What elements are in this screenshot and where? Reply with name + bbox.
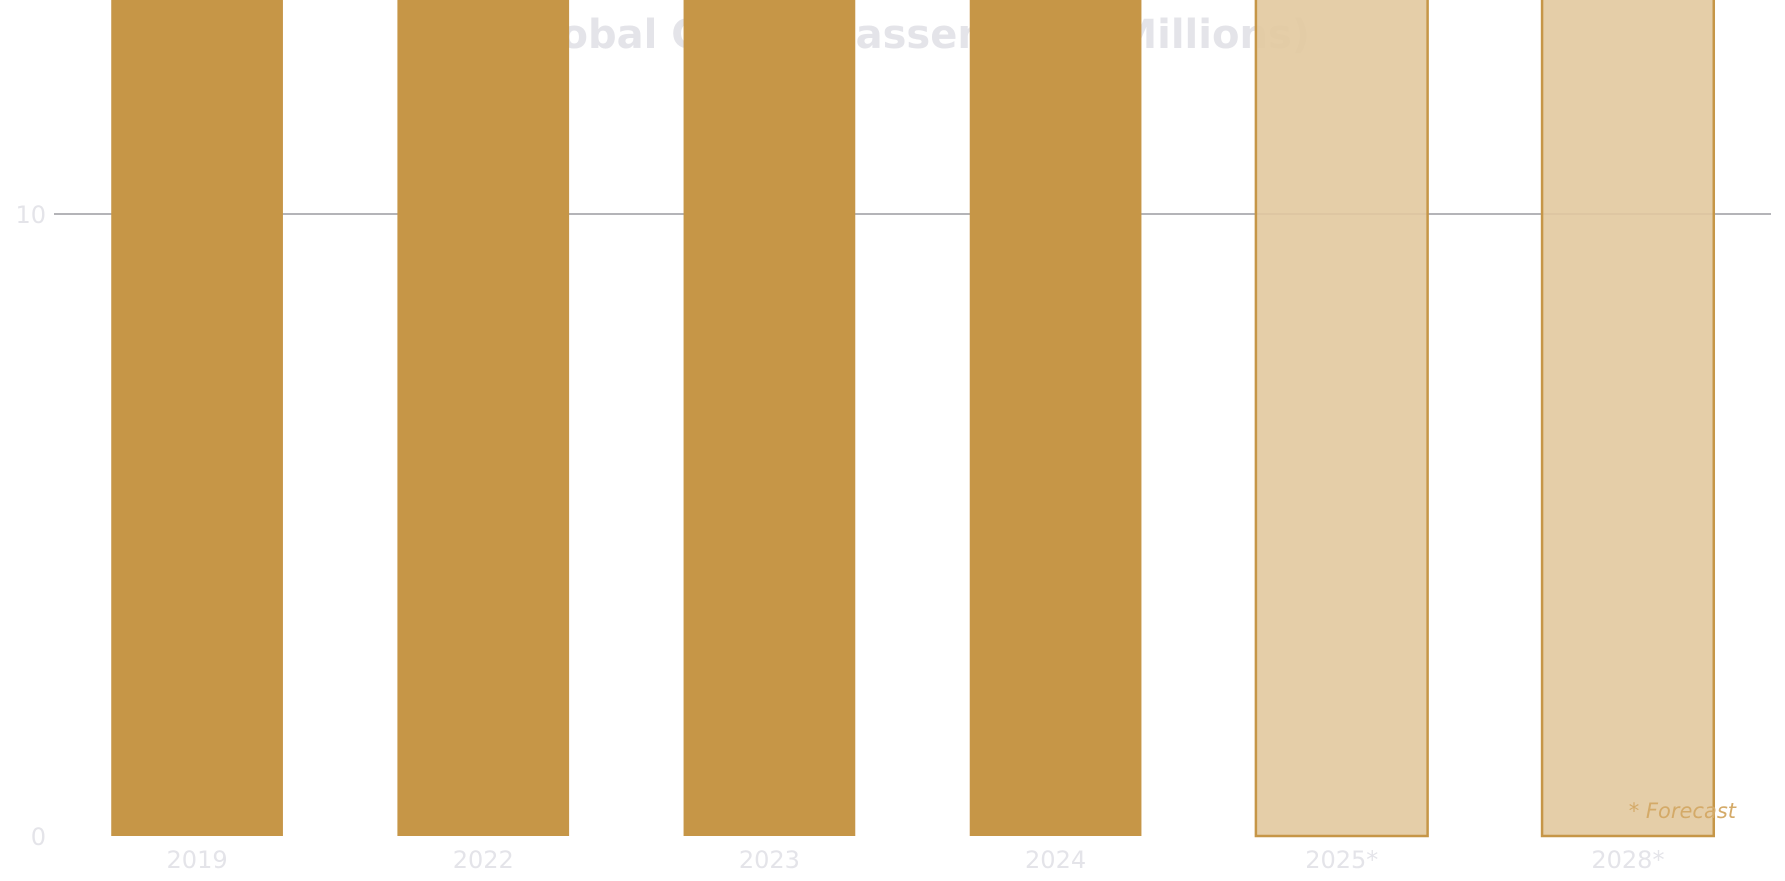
x-tick-label: 2022 <box>453 846 514 874</box>
bar <box>397 0 570 836</box>
x-tick-label: 2019 <box>167 846 228 874</box>
forecast-note: * Forecast <box>1629 799 1737 823</box>
x-tick-label: 2024 <box>1025 846 1086 874</box>
bar <box>969 0 1142 837</box>
bar <box>111 0 283 836</box>
forecast-bar <box>1540 0 1716 838</box>
x-axis-ticks: 2019 2022 2023 2024 2025* 2028* <box>167 846 1665 874</box>
actual-bars <box>111 0 1142 837</box>
x-tick-label: 2028* <box>1591 846 1664 874</box>
x-tick-label: 2025* <box>1305 846 1378 874</box>
chart-title: Global Cruise Passengers (Millions) <box>514 12 1310 58</box>
y-tick-label: 10 <box>15 201 46 229</box>
y-tick-label: 0 <box>31 823 46 851</box>
y-axis-ticks: 010203040 <box>15 201 46 851</box>
forecast-bar <box>1254 0 1429 838</box>
gridlines <box>54 213 1771 215</box>
x-tick-label: 2023 <box>739 846 800 874</box>
forecast-bars <box>1254 0 1716 838</box>
bar <box>683 0 856 836</box>
